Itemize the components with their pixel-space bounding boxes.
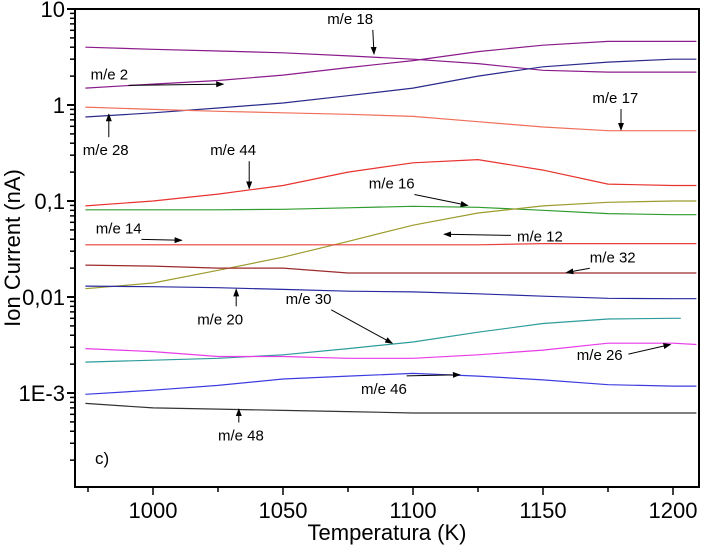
annotation-label: m/e 14 (96, 220, 142, 237)
annotation-arrow (128, 81, 225, 88)
series-line-m-e-46 (85, 372, 697, 395)
x-tick-label: 1050 (259, 498, 308, 523)
plot-frame (74, 8, 700, 488)
annotation-label: m/e 18 (327, 11, 373, 28)
annotation-arrow (406, 371, 461, 378)
series-line-m-e-30 (85, 317, 681, 363)
series-line-m-e-20 (85, 285, 697, 300)
x-tick-label: 1000 (129, 498, 178, 523)
series-line-m-e-12 (85, 200, 697, 290)
annotation-arrow (370, 29, 377, 55)
y-axis-title: Ion Current (nA) (0, 169, 25, 327)
annotation-label: m/e 26 (577, 347, 623, 364)
annotation-arrow (141, 237, 183, 244)
annotation-arrow (414, 194, 469, 207)
x-tick-label: 1200 (649, 498, 698, 523)
series-line-m-e-2 (85, 40, 697, 89)
series-layer (85, 40, 697, 414)
annotation-label: m/e 12 (517, 228, 563, 245)
annotation-label: m/e 46 (361, 381, 407, 398)
x-tick-label: 1150 (519, 498, 566, 523)
annotation-arrow (565, 267, 590, 275)
y-tick-label: 1 (53, 93, 65, 118)
series-line-m-e-44 (85, 158, 697, 207)
y-tick-label: 0,1 (34, 189, 65, 214)
annotation-label: m/e 48 (218, 428, 264, 445)
annotation-label: m/e 16 (369, 176, 415, 193)
y-tick-label: 1E-3 (19, 381, 65, 406)
series-line-m-e-26 (85, 342, 697, 359)
annotation-label: m/e 17 (592, 90, 638, 107)
x-tick-label: 1100 (389, 498, 436, 523)
series-line-m-e-14 (85, 243, 697, 246)
annotations: m/e 18 m/e 2 m/e 28 m/e 17 m/e 44 m/e 16 m/e 1… (83, 11, 672, 445)
series-line-m-e-48 (85, 402, 697, 414)
annotation-label: m/e 2 (91, 66, 129, 83)
series-line-m-e-32 (85, 264, 697, 274)
y-tick-label: 10 (41, 0, 65, 22)
series-line-m-e-28 (85, 58, 697, 118)
series-line-m-e-17 (85, 106, 697, 132)
annotation-arrow (628, 343, 672, 355)
annotation-label: m/e 20 (197, 311, 243, 328)
x-axis: 1000 1050 1100 1150 1200 (87, 487, 698, 523)
y-axis: 10 1 0,1 0,01 1E-3 (19, 0, 75, 461)
panel-label: c) (95, 449, 109, 468)
annotation-label: m/e 30 (286, 291, 332, 308)
annotation-arrow (330, 309, 394, 344)
annotation-label: m/e 44 (210, 142, 256, 159)
annotation-label: m/e 32 (590, 249, 636, 266)
x-axis-title: Temperatura (K) (308, 520, 467, 545)
annotation-arrow (443, 231, 512, 238)
series-line-m-e-18 (85, 46, 697, 73)
annotation-label: m/e 28 (83, 142, 129, 159)
series-line-m-e-16 (85, 205, 697, 216)
y-tick-label: 0,01 (22, 285, 65, 310)
